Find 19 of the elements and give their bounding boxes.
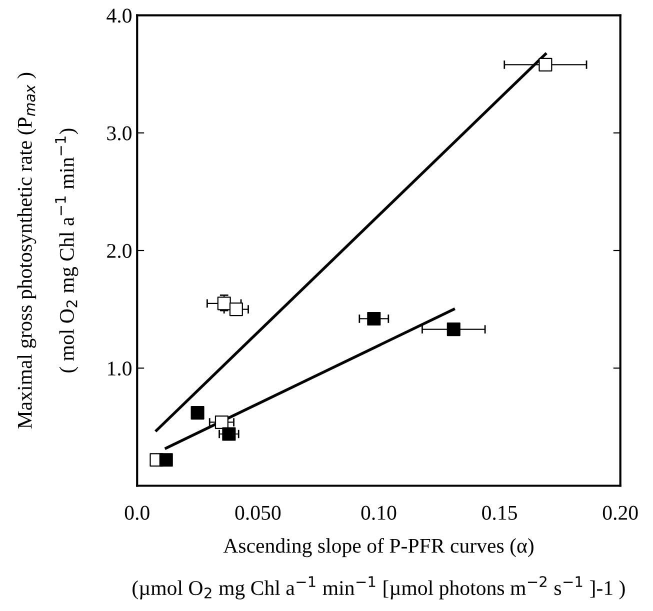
y-tick-label: 4.0: [106, 8, 132, 23]
x-tick-label: 0.15: [482, 506, 517, 520]
point: [538, 58, 552, 72]
point: [159, 453, 173, 467]
text: Maximal gross photosynthetic rate (P$_{max}$ ) ( mol O$_{2}$ mg Chl a$^{−1}$ min$^{−1}$): [17, 72, 78, 429]
text: Ascending slope of P-PFR curves (α) (µmol O$_{2}$ mg Chl a$^{−1}$ min$^{−1}$ [µmol photons m$^{−2}$ s$^{−1}$ ]-1 ): [132, 538, 625, 600]
y-tick-label: 3.0: [107, 126, 132, 140]
point: [367, 312, 381, 326]
y-tick-label: 1.0: [108, 362, 132, 376]
x-tick-label: 0.0: [124, 506, 150, 520]
point: [229, 302, 243, 316]
x-tick-label: 0.20: [602, 506, 638, 520]
point: [446, 322, 460, 336]
x-tick-label: 0.050: [235, 506, 281, 520]
point: [190, 406, 204, 420]
point: [214, 415, 228, 429]
point: [222, 427, 236, 441]
x-tick-label: 0.10: [361, 506, 396, 520]
y-tick-label: 2.0: [107, 244, 132, 258]
